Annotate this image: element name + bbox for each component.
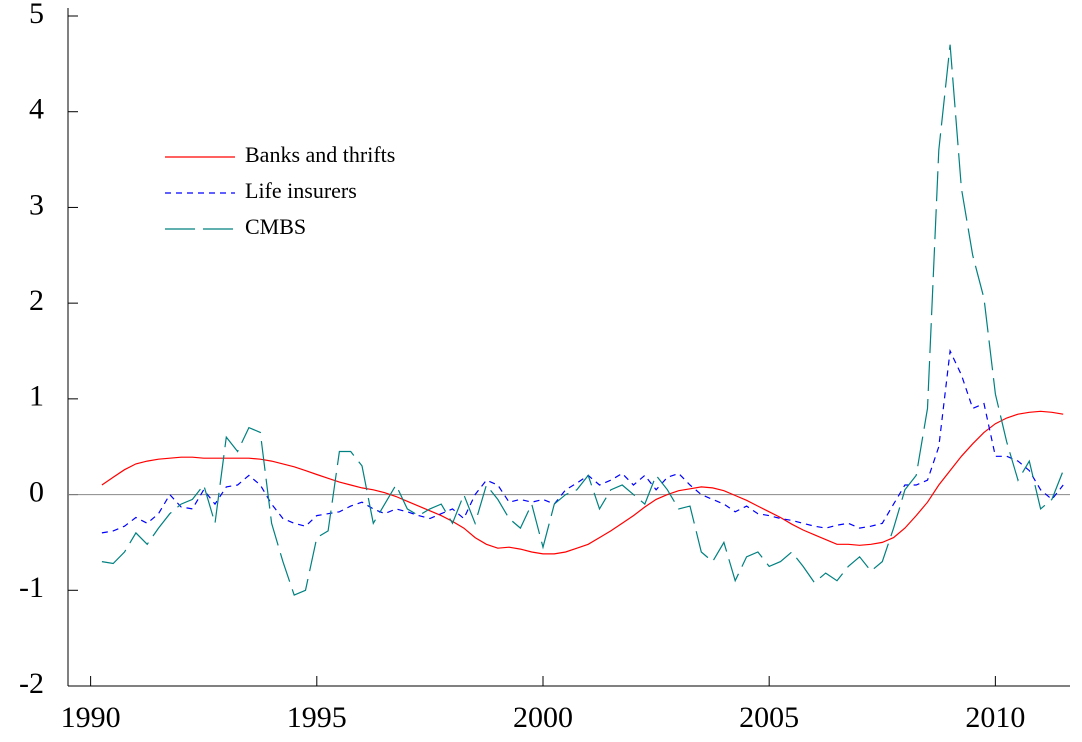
legend-label: CMBS <box>245 214 306 239</box>
legend-label: Banks and thrifts <box>245 142 395 167</box>
y-tick-label: 4 <box>29 93 44 126</box>
legend-label: Life insurers <box>245 178 357 203</box>
y-tick-label: 5 <box>29 0 44 30</box>
y-tick-label: 2 <box>29 284 44 317</box>
series-line <box>101 410 1064 555</box>
y-tick-label: -1 <box>19 571 44 604</box>
x-tick-label: 1995 <box>287 701 347 734</box>
y-tick-label: 1 <box>29 380 44 413</box>
y-tick-label: 3 <box>29 188 44 221</box>
series-line <box>101 348 1064 534</box>
x-tick-label: 2000 <box>513 701 573 734</box>
x-tick-label: 2010 <box>965 701 1025 734</box>
y-tick-label: -2 <box>19 667 44 700</box>
x-tick-label: 1990 <box>61 701 121 734</box>
y-tick-label: 0 <box>29 475 44 508</box>
x-tick-label: 2005 <box>739 701 799 734</box>
series-line <box>101 44 1064 596</box>
